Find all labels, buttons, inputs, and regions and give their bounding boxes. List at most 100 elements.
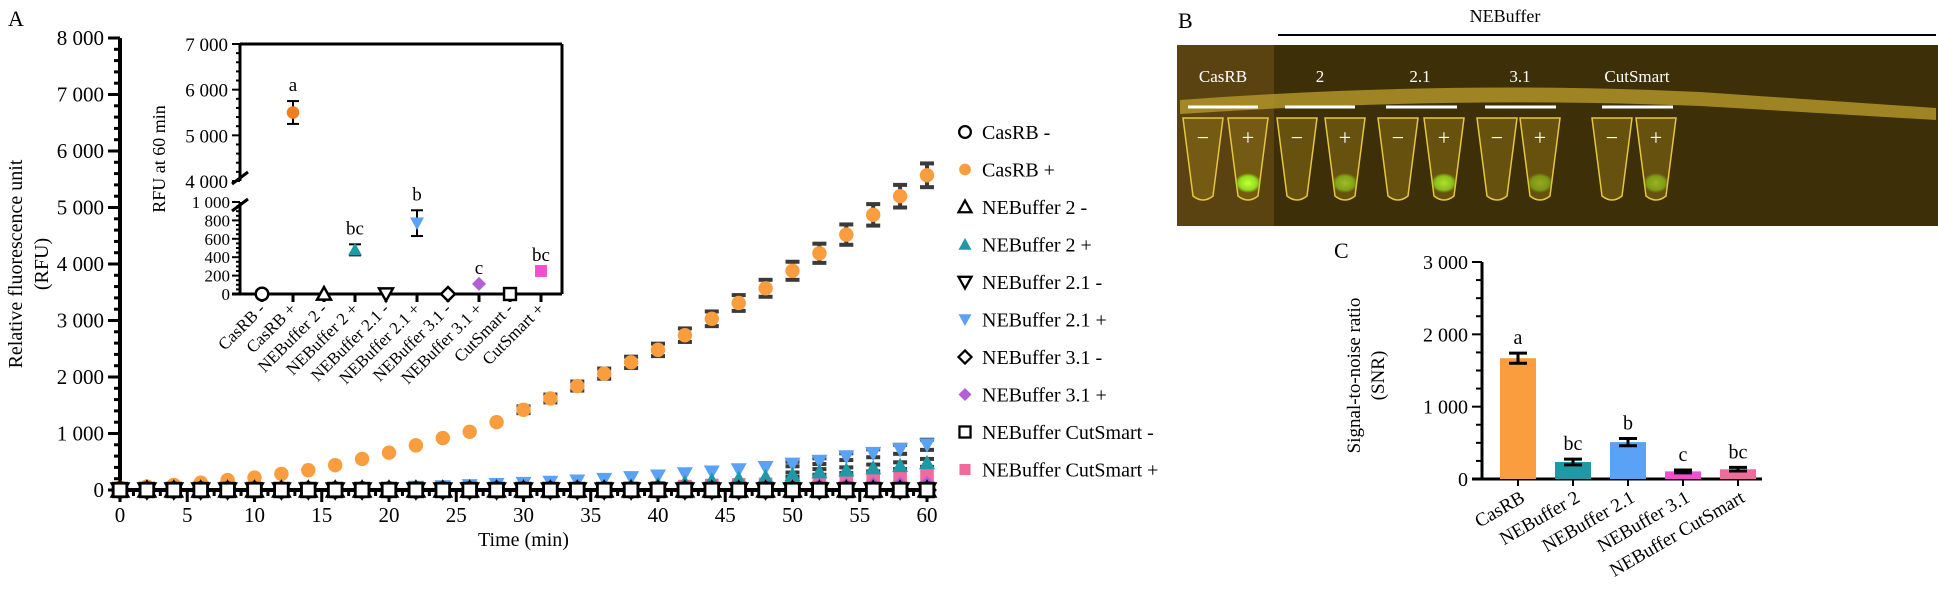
data-point bbox=[274, 466, 289, 482]
y-axis-title: (SNR) bbox=[1368, 351, 1389, 401]
fluorescence-glow bbox=[1235, 173, 1261, 193]
x-tick-label: 60 bbox=[917, 503, 938, 527]
data-point bbox=[730, 470, 747, 486]
significance-letter: bc bbox=[532, 245, 550, 266]
fluorescence-glow bbox=[1643, 173, 1669, 193]
significance-letter: b bbox=[1623, 412, 1633, 434]
significance-letter: bc bbox=[346, 218, 364, 239]
plus-label: + bbox=[1339, 125, 1351, 150]
data-point bbox=[812, 246, 827, 261]
y-tick-label: 3 000 bbox=[57, 309, 104, 333]
data-point bbox=[462, 424, 477, 440]
data-point bbox=[380, 481, 398, 499]
legend-label: NEBuffer 2 - bbox=[982, 197, 1087, 219]
plus-label: + bbox=[1534, 125, 1546, 150]
x-tick-label: 0 bbox=[115, 503, 126, 527]
legend-item: CasRB + bbox=[959, 160, 1055, 182]
x-tick-label: 10 bbox=[244, 503, 265, 527]
significance-letter: c bbox=[1679, 444, 1688, 466]
bar bbox=[1720, 469, 1756, 479]
y-tick-label: 200 bbox=[205, 267, 231, 286]
data-point bbox=[286, 106, 300, 119]
data-point bbox=[703, 481, 721, 499]
legend-label: NEBuffer 3.1 - bbox=[982, 347, 1102, 369]
data-point bbox=[918, 481, 936, 499]
data-point bbox=[811, 481, 828, 499]
data-point bbox=[165, 481, 183, 499]
legend-marker bbox=[958, 314, 972, 326]
data-point bbox=[785, 263, 800, 278]
data-point bbox=[838, 481, 855, 499]
x-tick-label: 55 bbox=[849, 503, 870, 527]
y-tick-label: 6 000 bbox=[57, 139, 104, 163]
legend-item: NEBuffer 3.1 + bbox=[958, 385, 1107, 407]
data-point bbox=[502, 286, 518, 302]
tube-group-label: 2.1 bbox=[1409, 67, 1430, 86]
data-point bbox=[784, 457, 801, 473]
data-point bbox=[597, 366, 612, 381]
fluorescence-glow bbox=[1431, 173, 1457, 193]
legend-label: CasRB - bbox=[982, 122, 1050, 144]
tube-group-label: 3.1 bbox=[1509, 67, 1530, 86]
legend-label: NEBuffer CutSmart + bbox=[982, 460, 1158, 482]
data-point bbox=[376, 287, 396, 304]
data-point bbox=[328, 457, 343, 473]
data-point bbox=[730, 463, 747, 478]
tube-group-label: CutSmart bbox=[1604, 67, 1669, 86]
data-point bbox=[434, 481, 452, 499]
data-point bbox=[488, 481, 505, 499]
data-point bbox=[919, 438, 935, 453]
data-point bbox=[472, 276, 486, 291]
legend-item: NEBuffer 2.1 + bbox=[958, 310, 1107, 332]
y-tick-label: 600 bbox=[205, 230, 231, 249]
tube-negative bbox=[1476, 117, 1518, 201]
tube-negative bbox=[1182, 117, 1224, 201]
legend-marker bbox=[959, 463, 971, 476]
data-point bbox=[138, 481, 156, 499]
fluorescence-glow bbox=[1527, 173, 1553, 193]
data-point bbox=[784, 466, 801, 482]
legend-item: NEBuffer 2 + bbox=[958, 235, 1092, 257]
y-tick-label: 4 000 bbox=[57, 252, 104, 276]
legend-label: CasRB + bbox=[982, 160, 1055, 182]
series-casrb- bbox=[112, 161, 935, 495]
data-point bbox=[676, 481, 694, 499]
y-tick-label: 800 bbox=[205, 211, 231, 230]
panel-label-c: C bbox=[1334, 238, 1349, 263]
minus-label: − bbox=[1197, 125, 1209, 150]
data-point bbox=[919, 168, 935, 183]
legend-label: NEBuffer 2.1 + bbox=[982, 310, 1107, 332]
legend-item: NEBuffer 3.1 - bbox=[956, 347, 1102, 369]
y-tick-label: 8 000 bbox=[57, 26, 104, 50]
bar bbox=[1610, 442, 1646, 479]
data-point bbox=[865, 446, 882, 462]
tube-group: − + CasRB bbox=[1182, 67, 1269, 201]
legend-label: NEBuffer 3.1 + bbox=[982, 385, 1107, 407]
data-point bbox=[757, 469, 774, 484]
panel-label-a: A bbox=[8, 6, 24, 31]
x-tick-label: 20 bbox=[379, 503, 400, 527]
y-axis-title: Relative fluorescence unit bbox=[5, 159, 27, 368]
y-axis-title: (RFU) bbox=[31, 238, 53, 290]
significance-letter: c bbox=[475, 258, 483, 279]
data-point bbox=[246, 481, 263, 499]
bar bbox=[1500, 358, 1536, 479]
data-point bbox=[348, 242, 362, 256]
y-tick-label: 5 000 bbox=[185, 126, 228, 147]
plus-label: + bbox=[1438, 125, 1450, 150]
x-tick-label: 40 bbox=[648, 503, 669, 527]
data-point bbox=[892, 442, 909, 458]
significance-letter: bc bbox=[1564, 433, 1583, 455]
data-point bbox=[273, 481, 290, 499]
data-point bbox=[192, 481, 209, 499]
tube-group-label: 2 bbox=[1316, 67, 1325, 86]
inset-y-axis-title: RFU at 60 min bbox=[149, 105, 169, 213]
panel-label-b: B bbox=[1178, 8, 1193, 33]
tube-strip-cap bbox=[1180, 87, 1936, 120]
tube-negative bbox=[1591, 117, 1633, 201]
data-point bbox=[254, 286, 270, 302]
data-point bbox=[461, 481, 478, 499]
legend-marker bbox=[956, 275, 974, 291]
data-point bbox=[219, 481, 236, 499]
